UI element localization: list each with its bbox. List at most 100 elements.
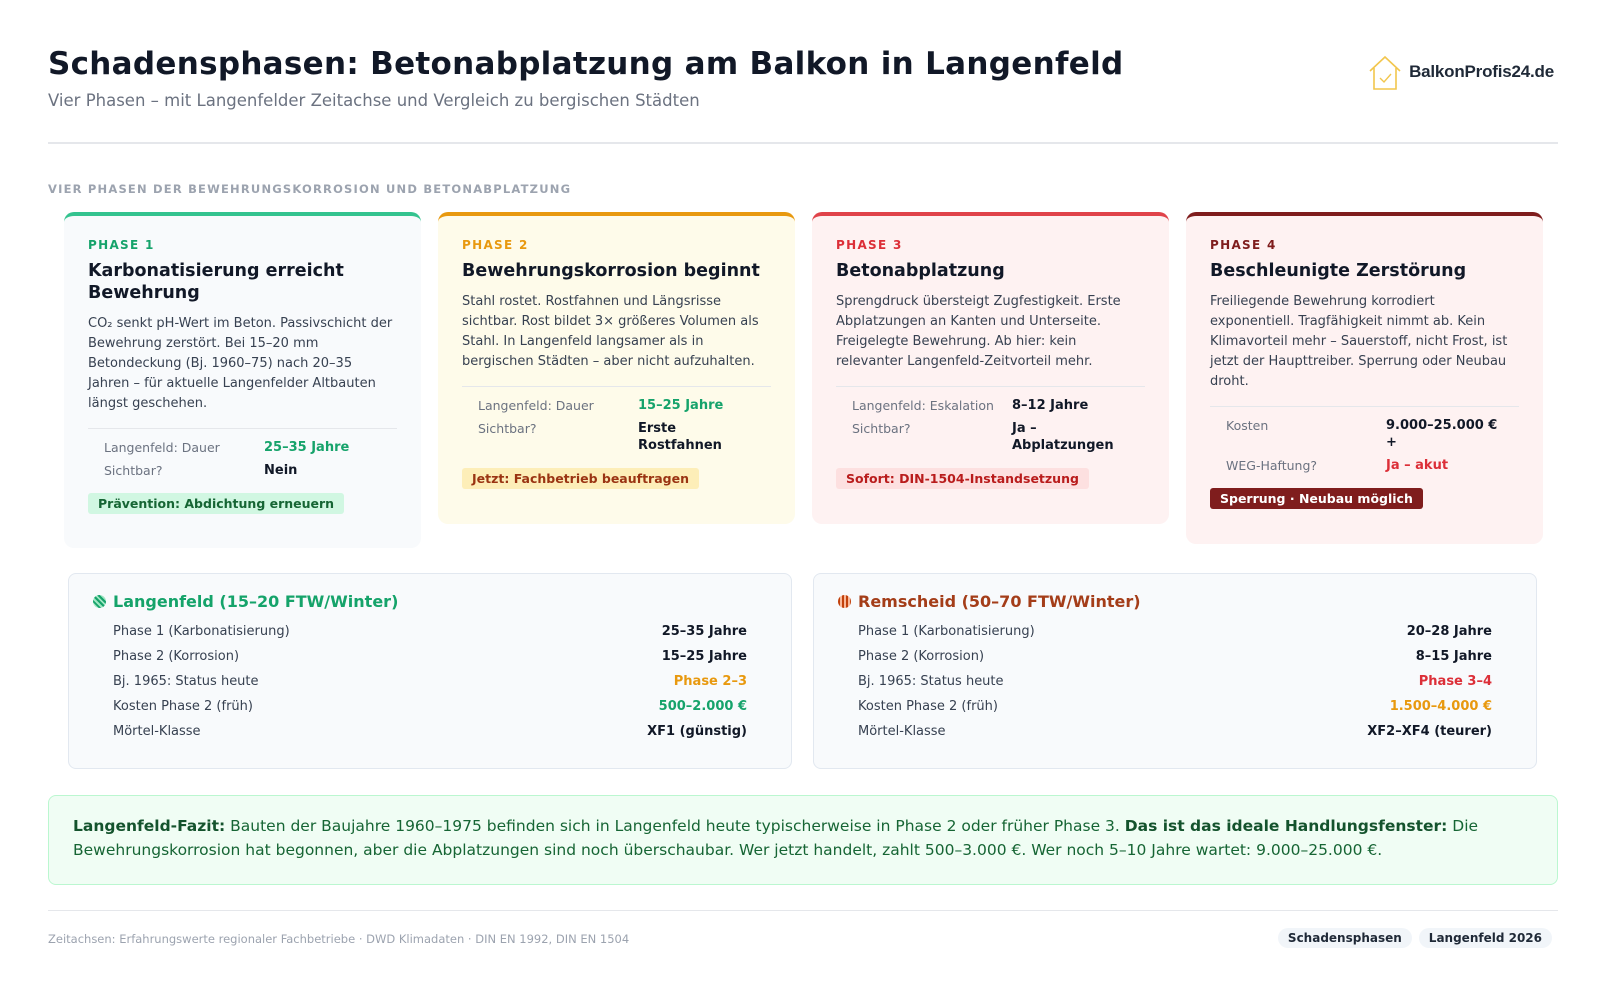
phase-label: PHASE 2 xyxy=(462,238,529,252)
comparison-row: Bj. 1965: Status heute Phase 3–4 xyxy=(838,669,1492,694)
red-dot-icon xyxy=(838,595,851,608)
action-tag: Sofort: DIN-1504-Instandsetzung xyxy=(836,468,1089,489)
comparison-key: Mörtel-Klasse xyxy=(858,724,946,739)
action-tag: Sperrung · Neubau möglich xyxy=(1210,488,1423,509)
comparison-value: 500–2.000 € xyxy=(658,699,747,714)
comparison-value: XF1 (günstig) xyxy=(647,724,747,739)
phase-card-3: PHASE 3 Betonabplatzung Sprengdruck über… xyxy=(812,212,1169,524)
comparison-key: Bj. 1965: Status heute xyxy=(858,674,1004,689)
phase-description: CO₂ senkt pH-Wert im Beton. Passivschich… xyxy=(88,316,393,411)
comparison-value: Phase 2–3 xyxy=(673,674,747,689)
detail-row: Kosten 9.000–25.000 € + xyxy=(1226,417,1503,451)
comparison-row: Kosten Phase 2 (früh) 1.500–4.000 € xyxy=(838,694,1492,719)
detail-key: Sichtbar? xyxy=(852,421,911,436)
comparison-row: Phase 1 (Karbonatisierung) 25–35 Jahre xyxy=(93,619,747,644)
phase-label: PHASE 3 xyxy=(836,238,903,252)
comparison-row: Kosten Phase 2 (früh) 500–2.000 € xyxy=(93,694,747,719)
comparison-langenfeld: Langenfeld (15–20 FTW/Winter) Phase 1 (K… xyxy=(68,573,792,769)
comparison-row: Mörtel-Klasse XF1 (günstig) xyxy=(93,719,747,744)
comparison-value: 1.500–4.000 € xyxy=(1389,699,1492,714)
detail-value: Nein xyxy=(264,463,298,478)
comparison-key: Mörtel-Klasse xyxy=(113,724,201,739)
comparison-title: Langenfeld (15–20 FTW/Winter) xyxy=(93,592,747,611)
phase-title: Betonabplatzung xyxy=(836,261,1005,281)
detail-key: Langenfeld: Dauer xyxy=(104,440,220,455)
phase-label: PHASE 1 xyxy=(88,238,155,252)
phase-title: Beschleunigte Zerstörung xyxy=(1210,261,1467,281)
comparison-value: 25–35 Jahre xyxy=(661,624,747,639)
detail-value: 25–35 Jahre xyxy=(264,440,350,455)
detail-value: Ja – Abplatzungen xyxy=(1012,421,1114,453)
detail-row: WEG-Haftung? Ja – akut xyxy=(1226,457,1503,474)
detail-row: Sichtbar? Nein xyxy=(104,462,381,479)
footer-tags: Schadensphasen Langenfeld 2026 xyxy=(1277,928,1552,948)
comparison-value: 15–25 Jahre xyxy=(661,649,747,664)
phase-details: Langenfeld: Dauer 15–25 Jahre Sichtbar? … xyxy=(462,386,771,454)
page-header: Schadensphasen: Betonabplatzung am Balko… xyxy=(48,46,1558,144)
page-title: Schadensphasen: Betonabplatzung am Balko… xyxy=(48,46,1124,82)
detail-value: 8–12 Jahre xyxy=(1012,398,1089,413)
phase-description: Sprengdruck übersteigt Zugfestigkeit. Er… xyxy=(836,294,1121,369)
section-label: VIER PHASEN DER BEWEHRUNGSKORROSION UND … xyxy=(48,182,572,196)
comparison-title-text: Langenfeld (15–20 FTW/Winter) xyxy=(113,592,399,611)
conclusion-text: Bauten der Baujahre 1960–1975 befinden s… xyxy=(225,817,1125,835)
phase-description: Stahl rostet. Rostfahnen und Längsrisse … xyxy=(462,294,759,369)
detail-key: Sichtbar? xyxy=(478,421,537,436)
action-tag: Prävention: Abdichtung erneuern xyxy=(88,493,345,514)
green-dot-icon xyxy=(93,595,106,608)
detail-key: Kosten xyxy=(1226,418,1269,433)
comparison-key: Bj. 1965: Status heute xyxy=(113,674,259,689)
detail-row: Langenfeld: Dauer 25–35 Jahre xyxy=(104,439,381,456)
comparison-row: Mörtel-Klasse XF2–XF4 (teurer) xyxy=(838,719,1492,744)
comparison-title-text: Remscheid (50–70 FTW/Winter) xyxy=(858,592,1141,611)
comparison-key: Phase 1 (Karbonatisierung) xyxy=(113,624,290,639)
detail-row: Sichtbar? Ja – Abplatzungen xyxy=(852,420,1129,454)
phase-description: Freiliegende Bewehrung korrodiert expone… xyxy=(1210,294,1508,389)
comparison-key: Kosten Phase 2 (früh) xyxy=(113,699,253,714)
conclusion-text: Die Bewehrungskorrosion hat begonnen, ab… xyxy=(73,817,1479,859)
detail-value: 9.000–25.000 € + xyxy=(1386,418,1498,450)
logo-text: BalkonProfis24.de xyxy=(1409,62,1554,81)
comparison-row: Phase 2 (Korrosion) 8–15 Jahre xyxy=(838,644,1492,669)
action-tag: Jetzt: Fachbetrieb beauftragen xyxy=(462,468,699,489)
comparison-row: Phase 1 (Karbonatisierung) 20–28 Jahre xyxy=(838,619,1492,644)
detail-value: Ja – akut xyxy=(1386,458,1449,473)
comparison-value: 8–15 Jahre xyxy=(1415,649,1492,664)
phase-card-1: PHASE 1 Karbonatisierung erreicht Bewehr… xyxy=(64,212,421,548)
comparison-remscheid: Remscheid (50–70 FTW/Winter) Phase 1 (Ka… xyxy=(813,573,1537,769)
comparison-row: Phase 2 (Korrosion) 15–25 Jahre xyxy=(93,644,747,669)
phase-title: Karbonatisierung erreicht Bewehrung xyxy=(88,261,344,303)
conclusion-box: Langenfeld-Fazit: Bauten der Baujahre 19… xyxy=(48,795,1558,885)
detail-key: WEG-Haftung? xyxy=(1226,458,1318,473)
comparison-value: 20–28 Jahre xyxy=(1406,624,1492,639)
house-check-icon xyxy=(1369,55,1401,90)
comparison-title: Remscheid (50–70 FTW/Winter) xyxy=(838,592,1492,611)
detail-row: Langenfeld: Dauer 15–25 Jahre xyxy=(478,397,755,414)
comparison-value: XF2–XF4 (teurer) xyxy=(1367,724,1492,739)
detail-key: Langenfeld: Eskalation xyxy=(852,398,994,413)
tag-langenfeld-2026[interactable]: Langenfeld 2026 xyxy=(1418,928,1552,948)
detail-row: Sichtbar? Erste Rostfahnen xyxy=(478,420,755,454)
comparison-value: Phase 3–4 xyxy=(1418,674,1492,689)
detail-key: Sichtbar? xyxy=(104,463,163,478)
conclusion-emphasis: Das ist das ideale Handlungsfenster: xyxy=(1124,817,1448,835)
source-note: Zeitachsen: Erfahrungswerte regionaler F… xyxy=(48,932,630,946)
detail-value: Erste Rostfahnen xyxy=(638,421,722,453)
detail-key: Langenfeld: Dauer xyxy=(478,398,594,413)
comparison-key: Kosten Phase 2 (früh) xyxy=(858,699,998,714)
brand-logo[interactable]: BalkonProfis24.de xyxy=(1367,52,1554,92)
tag-schadensphasen[interactable]: Schadensphasen xyxy=(1277,928,1412,948)
comparison-key: Phase 2 (Korrosion) xyxy=(858,649,985,664)
detail-row: Langenfeld: Eskalation 8–12 Jahre xyxy=(852,397,1129,414)
phase-details: Kosten 9.000–25.000 € + WEG-Haftung? Ja … xyxy=(1210,406,1519,474)
phase-card-2: PHASE 2 Bewehrungskorrosion beginnt Stah… xyxy=(438,212,795,524)
detail-value: 15–25 Jahre xyxy=(638,398,724,413)
comparison-key: Phase 2 (Korrosion) xyxy=(113,649,240,664)
page-footer: Zeitachsen: Erfahrungswerte regionaler F… xyxy=(48,910,1558,948)
page-subtitle: Vier Phasen – mit Langenfelder Zeitachse… xyxy=(48,91,700,110)
phase-label: PHASE 4 xyxy=(1210,238,1277,252)
conclusion-lead: Langenfeld-Fazit: xyxy=(73,817,226,835)
phase-details: Langenfeld: Eskalation 8–12 Jahre Sichtb… xyxy=(836,386,1145,454)
phase-title: Bewehrungskorrosion beginnt xyxy=(462,261,760,281)
comparison-key: Phase 1 (Karbonatisierung) xyxy=(858,624,1035,639)
